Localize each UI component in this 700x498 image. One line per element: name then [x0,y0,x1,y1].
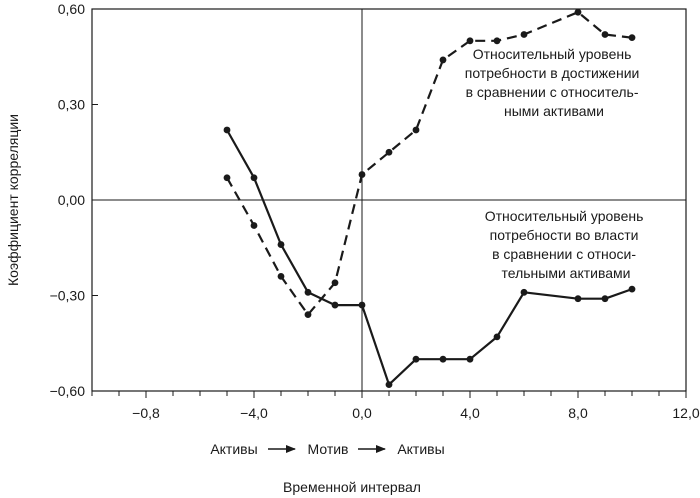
data-point-achievement [385,148,393,156]
annotation-achievement-line-3: в сравнении с относитель- [466,84,639,100]
data-point-power [601,295,609,303]
data-point-achievement [304,311,312,318]
annotation-power-line-1: Относительный уровень [485,208,644,224]
annotation-power-line-3: в сравнении с относи- [492,246,636,262]
data-point-achievement [358,171,366,178]
x-axis-ticks: −0,8 −4,0 0,0 4,0 8,0 12,0 [91,391,700,421]
annotation-power-line-2: потребности во власти [490,227,639,243]
x-tick-label: 12,0 [672,405,699,421]
x-tick-label: −0,8 [132,405,160,421]
annotation-power-line-4: тельными активами [502,265,631,281]
annotation-achievement-line-2: потребности в достижении [465,65,640,81]
data-point-achievement [628,34,636,42]
data-point-achievement [412,126,420,134]
data-point-power [574,295,582,303]
x-tick-label: −4,0 [240,405,268,421]
data-point-power [331,301,339,309]
data-point-achievement [520,31,528,38]
data-point-achievement [493,37,501,45]
data-point-achievement [601,31,609,38]
annotation-achievement-line-4: ными активами [504,103,604,119]
data-point-achievement [574,8,582,16]
x-tick-label: 0,0 [352,405,372,421]
data-point-power [250,174,258,182]
data-point-achievement [277,273,285,280]
x-axis-label: Временной интервал [283,479,421,495]
data-point-power [493,333,501,341]
data-point-achievement [250,222,258,229]
data-point-achievement [439,56,447,64]
sequence-item-assets-2: Активы [397,441,444,457]
y-axis-label: Коэффициент корреляции [5,114,21,286]
sequence-item-motive: Мотив [308,441,349,457]
data-point-power [520,288,528,296]
y-tick-label: 0,60 [58,1,85,17]
x-tick-label: 8,0 [568,405,588,421]
data-point-power [385,381,393,389]
annotation-achievement: Относительный уровень потребности в дост… [465,46,643,119]
data-point-power [412,355,420,363]
y-tick-label: −0,30 [50,288,86,304]
y-axis-ticks: 0,60 0,30 0,00 −0,30 −0,60 [50,1,98,399]
y-tick-label: 0,00 [58,192,85,208]
data-point-power [304,288,312,296]
annotation-achievement-line-1: Относительный уровень [473,46,632,62]
data-point-power [358,301,366,309]
data-point-power [628,285,636,293]
data-point-power [466,355,474,363]
series-group [223,8,636,389]
y-tick-label: −0,60 [50,383,86,399]
annotation-power: Относительный уровень потребности во вла… [485,208,648,281]
y-tick-label: 0,30 [58,97,85,113]
data-point-power [223,126,231,134]
data-point-achievement [466,37,474,45]
x-tick-label: 4,0 [460,405,480,421]
data-point-achievement [331,279,339,287]
data-point-power [277,241,285,248]
sequence-item-assets-1: Активы [210,441,257,457]
data-point-power [439,355,447,363]
data-point-achievement [223,174,231,182]
series-line-achievement [226,11,633,316]
